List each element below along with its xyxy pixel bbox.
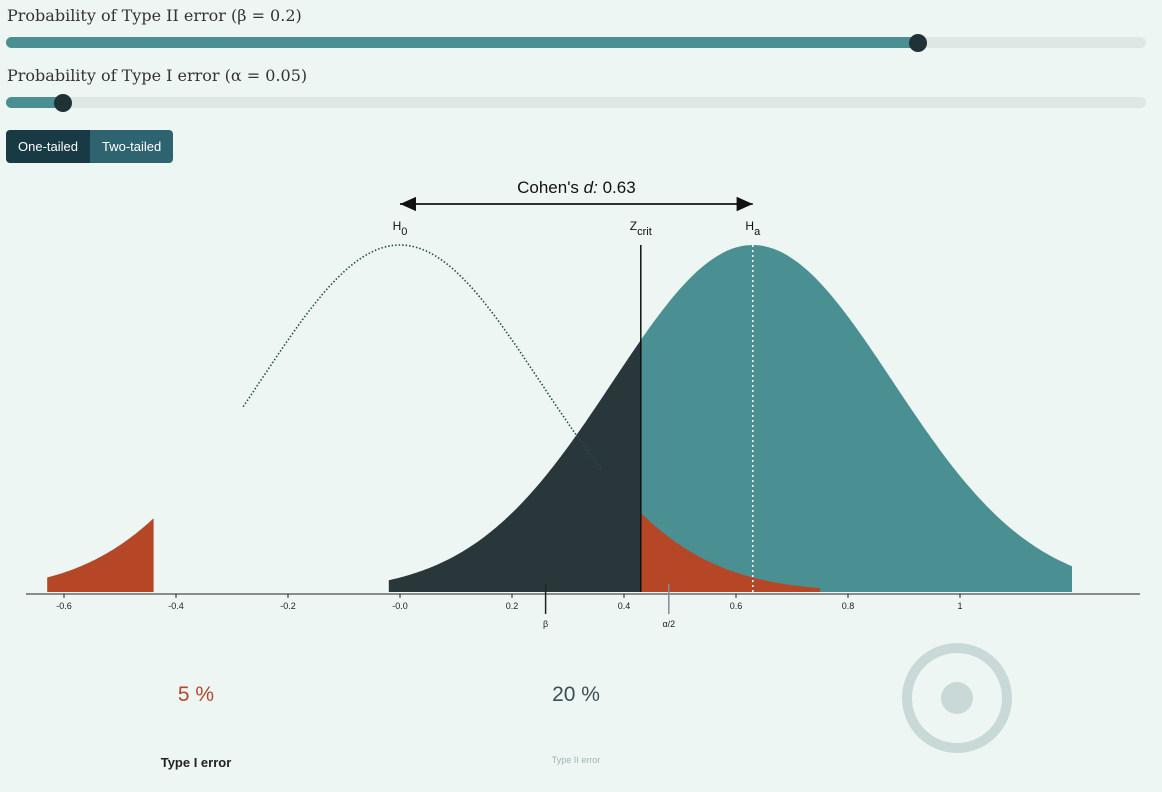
beta-slider[interactable] <box>6 34 1146 52</box>
alpha-slider-thumb[interactable] <box>54 94 72 112</box>
x-tick-label: -0.2 <box>280 601 296 611</box>
x-tick-label: 0.8 <box>842 601 855 611</box>
x-tick-label: 1 <box>957 601 962 611</box>
two-tailed-button[interactable]: Two-tailed <box>89 130 174 163</box>
beta-marker-label: β <box>543 619 548 629</box>
power-gauge <box>902 643 1012 753</box>
type1-error-area-left <box>47 518 154 592</box>
alpha-slider-label: Probability of Type I error (α = 0.05) <box>7 66 308 85</box>
x-axis-ticks: -0.6 -0.4 -0.2 -0.0 0.2 0.4 0.6 0.8 1 <box>56 594 963 611</box>
x-tick-label: -0.0 <box>392 601 408 611</box>
x-tick-label: 0.4 <box>618 601 631 611</box>
z-critical-label: Zcrit <box>630 219 652 238</box>
type1-error-label: Type I error <box>160 755 232 770</box>
null-distribution-curve <box>242 244 603 470</box>
x-tick-label: 0.6 <box>730 601 743 611</box>
x-tick-label: 0.2 <box>506 601 519 611</box>
beta-slider-label: Probability of Type II error (β = 0.2) <box>7 6 302 25</box>
type1-error-percent: 5 % <box>177 683 215 706</box>
alternative-distribution-power-area <box>640 245 1072 592</box>
type2-error-area <box>388 340 641 592</box>
cohen-d-label: Cohen's d: 0.63 <box>517 178 636 197</box>
type1-error-area-right <box>640 512 820 592</box>
one-tailed-button[interactable]: One-tailed <box>6 130 90 163</box>
alpha-marker-label: α/2 <box>662 619 675 629</box>
ha-label: Ha <box>745 219 761 238</box>
tail-toggle: One-tailed Two-tailed <box>6 130 174 163</box>
type2-error-label: Type II error <box>551 755 601 765</box>
h0-label: H0 <box>393 219 408 238</box>
alpha-slider-fill <box>6 97 63 108</box>
x-tick-label: -0.4 <box>168 601 184 611</box>
power-chart: -0.6 -0.4 -0.2 -0.0 0.2 0.4 0.6 0.8 1 β α/2 Cohe… <box>26 178 1140 629</box>
beta-slider-fill <box>6 37 918 48</box>
x-tick-label: -0.6 <box>56 601 72 611</box>
beta-slider-thumb[interactable] <box>909 34 927 52</box>
alpha-slider[interactable] <box>6 94 1146 112</box>
type2-error-percent: 20 % <box>552 683 600 706</box>
